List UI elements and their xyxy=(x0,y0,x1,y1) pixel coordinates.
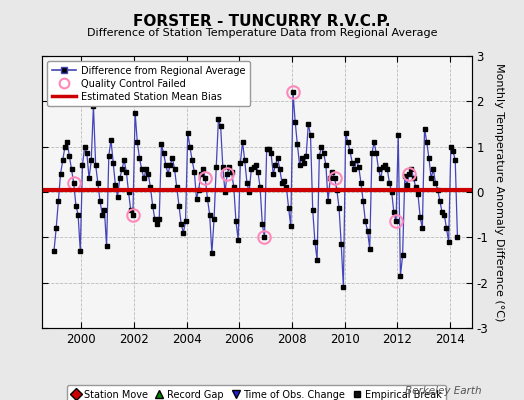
Y-axis label: Monthly Temperature Anomaly Difference (°C): Monthly Temperature Anomaly Difference (… xyxy=(494,63,504,321)
Text: Difference of Station Temperature Data from Regional Average: Difference of Station Temperature Data f… xyxy=(87,28,437,38)
Text: FORSTER - TUNCURRY R.V.C.P.: FORSTER - TUNCURRY R.V.C.P. xyxy=(133,14,391,29)
Legend: Station Move, Record Gap, Time of Obs. Change, Empirical Break: Station Move, Record Gap, Time of Obs. C… xyxy=(67,385,446,400)
Text: Berkeley Earth: Berkeley Earth xyxy=(406,386,482,396)
